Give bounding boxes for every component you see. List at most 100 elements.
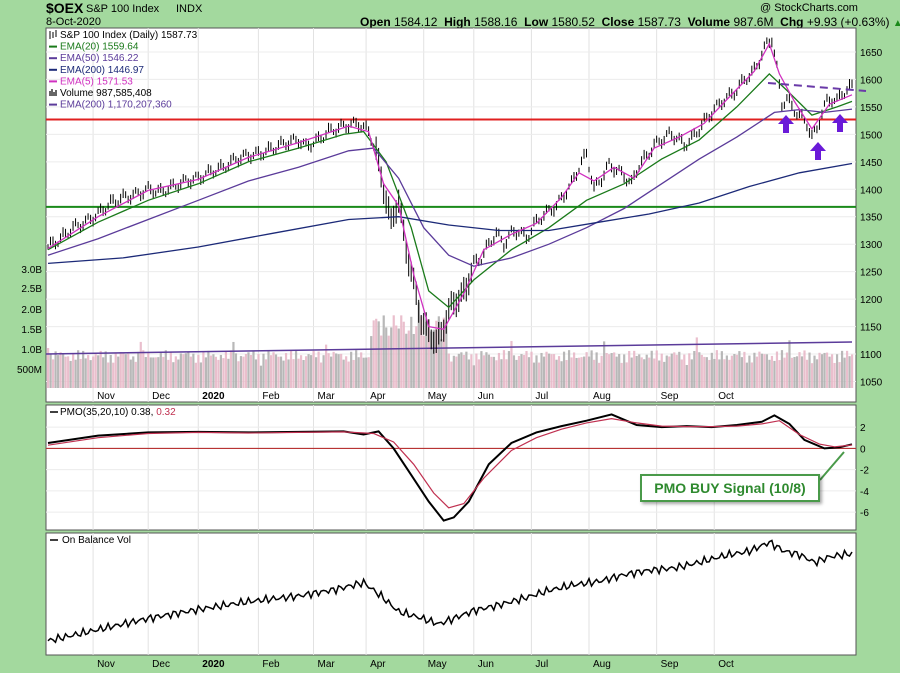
volume-bar (302, 360, 305, 388)
volume-bar (547, 353, 551, 388)
volume-bar (683, 354, 686, 388)
ema20-line (47, 72, 853, 309)
volume-bar (92, 356, 95, 388)
volume-tick-label: 1.0B (21, 345, 42, 356)
volume-bar (840, 350, 844, 388)
volume-bar (294, 350, 298, 388)
volume-bar (372, 320, 375, 388)
volume-bar (467, 359, 470, 388)
volume-bar (274, 354, 278, 388)
volume-bar (227, 358, 230, 388)
volume-bar (432, 329, 435, 388)
volume-bar (139, 341, 142, 388)
volume-bar (99, 350, 102, 388)
volume-bar (249, 354, 253, 388)
volume-bar (818, 352, 821, 388)
volume-bar (437, 316, 440, 388)
volume-bar (49, 353, 52, 388)
volume-tick-label: 2.5B (21, 284, 42, 295)
volume-bar (755, 356, 759, 388)
volume-bar (159, 352, 162, 388)
volume-bar (415, 326, 418, 388)
volume-bar (172, 362, 175, 388)
volume-bar (740, 357, 743, 388)
volume-bar (132, 356, 135, 388)
x-tick-label: Feb (262, 659, 280, 670)
volume-bar (400, 315, 403, 388)
volume-bar (405, 333, 408, 388)
callout-pointer (819, 451, 845, 481)
volume-bar (309, 355, 313, 388)
volume-bar (114, 353, 117, 388)
volume-bar (465, 351, 468, 388)
volume-bar (307, 354, 310, 388)
volume-bar (162, 356, 165, 388)
volume-bar (284, 353, 288, 388)
volume-bar (397, 328, 400, 388)
volume-bar (167, 359, 170, 388)
volume-bar (457, 353, 460, 388)
volume-bar (335, 353, 338, 388)
volume-bar (462, 354, 465, 388)
volume-bar (765, 354, 769, 388)
volume-bar (320, 362, 323, 388)
volume-bar (234, 353, 238, 388)
volume-bar (833, 362, 836, 388)
volume-bar (209, 355, 213, 388)
volume-bar (780, 350, 784, 388)
volume-bar (690, 359, 693, 388)
volume-bar (219, 354, 223, 388)
volume-bar (512, 355, 516, 388)
volume-bar (495, 360, 498, 388)
volume-bar (395, 325, 398, 388)
ema200-line (47, 162, 853, 265)
volume-bar (289, 350, 293, 388)
volume-bar (490, 356, 493, 388)
volume-bar (452, 355, 455, 388)
volume-bar (169, 352, 172, 388)
volume-bar (515, 359, 518, 388)
volume-bar (287, 359, 290, 388)
volume-bar (675, 354, 678, 388)
volume-bar (352, 359, 355, 388)
volume-bar (708, 359, 711, 388)
volume-bar (542, 356, 546, 388)
volume-bar (392, 315, 395, 388)
volume-bar (655, 350, 658, 388)
volume-bar (217, 359, 220, 388)
volume-bar (557, 356, 561, 388)
volume-bar (254, 359, 258, 388)
volume-bar (104, 351, 107, 388)
volume-bar (87, 355, 90, 388)
y-tick-label: 1250 (860, 268, 883, 279)
volume-bar (134, 361, 137, 388)
volume-bar (199, 362, 202, 388)
volume-bar (332, 351, 335, 388)
volume-bar (477, 359, 481, 388)
x-tick-label: Jun (478, 659, 494, 670)
volume-bar (630, 357, 633, 388)
volume-bar (788, 340, 791, 388)
volume-bar (775, 351, 779, 388)
volume-bar (738, 351, 741, 388)
x-tick-label: Mar (317, 659, 335, 670)
volume-bar (337, 354, 340, 388)
volume-bar (575, 357, 578, 388)
header-date: 8-Oct-2020 (46, 16, 102, 28)
volume-bar (244, 354, 248, 388)
volume-bar (84, 358, 87, 388)
y-tick-label: 1550 (860, 103, 883, 114)
volume-bar (259, 365, 263, 388)
volume-bar (593, 359, 596, 388)
header-name: S&P 100 Index (86, 3, 160, 15)
x-tick-label: May (428, 391, 447, 402)
y-tick-label: 1100 (860, 350, 882, 361)
volume-bar (830, 354, 834, 388)
volume-bar (347, 361, 350, 388)
x-tick-label: Sep (661, 391, 679, 402)
volume-bar (122, 353, 125, 388)
volume-bar (232, 341, 235, 388)
volume-bar (532, 362, 536, 388)
volume-bar (678, 351, 681, 388)
volume-bar (482, 355, 486, 388)
